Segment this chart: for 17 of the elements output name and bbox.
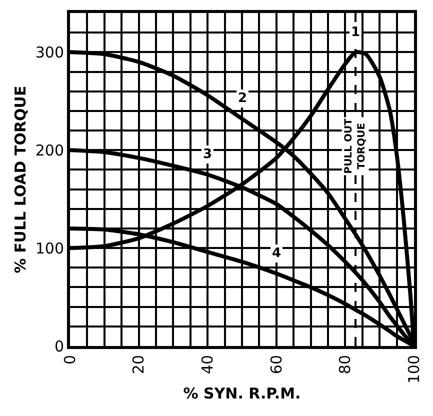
x-tick-label: 20 bbox=[130, 355, 148, 374]
x-tick-label: 40 bbox=[198, 355, 216, 374]
x-axis-title: % SYN. R.P.M. bbox=[183, 384, 301, 403]
y-tick-label: 200 bbox=[35, 141, 64, 160]
annotation: 3 bbox=[203, 147, 212, 162]
annotation: 4 bbox=[272, 246, 282, 261]
annotation: 2 bbox=[238, 91, 248, 106]
ref-line-label: PULL OUT TORQUE bbox=[343, 118, 368, 174]
y-tick-label: 0 bbox=[54, 337, 64, 356]
x-tick-label: 80 bbox=[336, 355, 354, 374]
x-tick-label: 60 bbox=[267, 355, 286, 374]
x-tick-label: 0 bbox=[60, 355, 79, 365]
y-tick-label: 100 bbox=[35, 239, 64, 258]
annotation: 1 bbox=[351, 25, 360, 40]
y-axis-title: % FULL LOAD TORQUE bbox=[12, 86, 30, 274]
y-tick-label: 300 bbox=[35, 43, 64, 62]
x-tick-label: 100 bbox=[404, 355, 423, 384]
